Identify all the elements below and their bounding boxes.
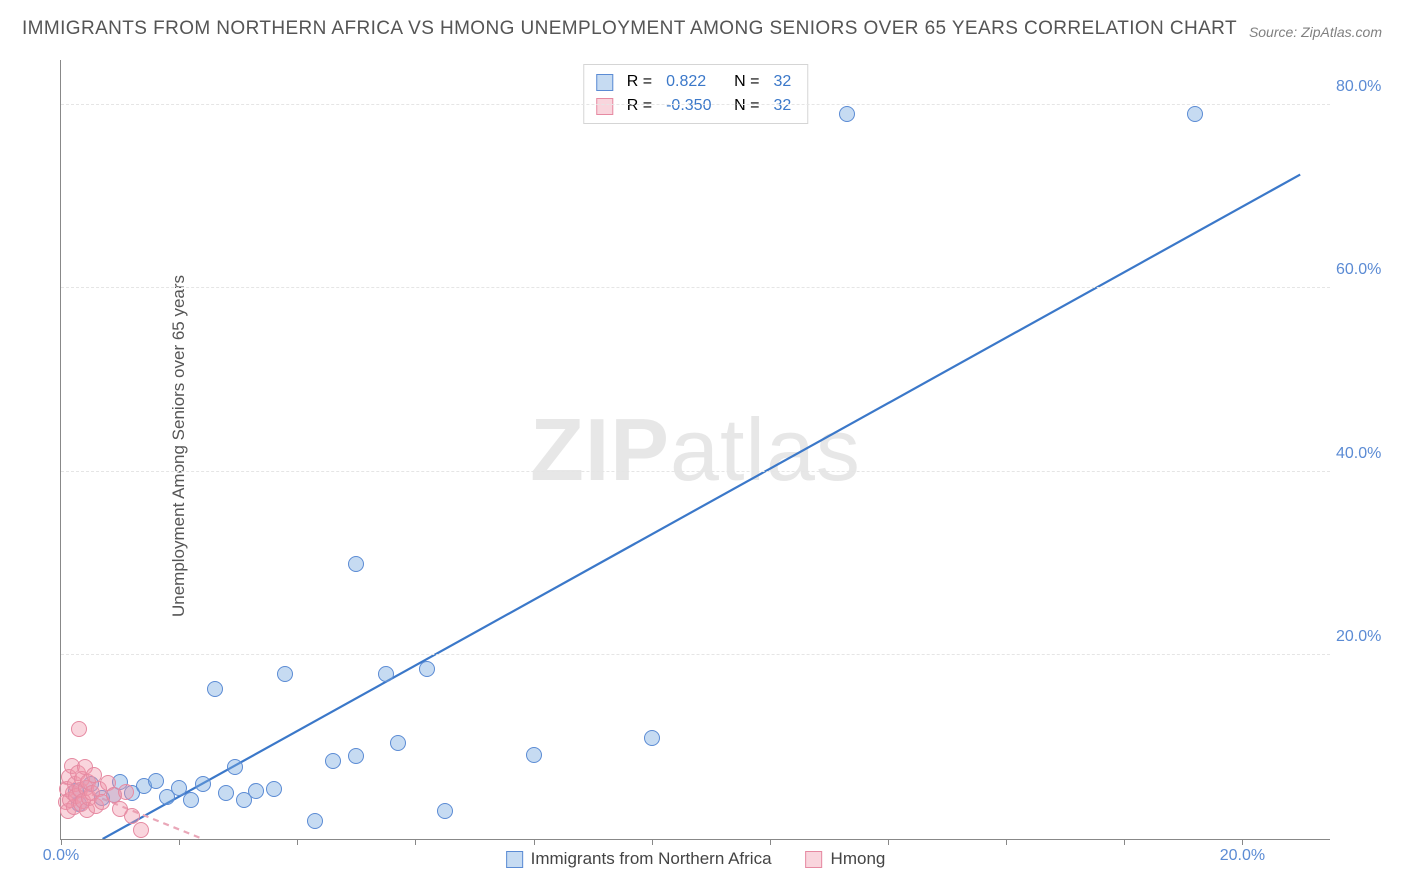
swatch-series2-icon <box>596 98 613 115</box>
swatch-series1-icon <box>596 74 613 91</box>
x-tick <box>1006 839 1007 845</box>
y-tick-label: 40.0% <box>1336 445 1392 463</box>
y-tick-label: 20.0% <box>1336 628 1392 646</box>
watermark: ZIPatlas <box>530 399 861 501</box>
source-label: Source: ZipAtlas.com <box>1249 24 1382 40</box>
watermark-rest: atlas <box>670 400 861 499</box>
data-point <box>118 784 134 800</box>
data-point <box>307 813 323 829</box>
x-tick <box>1124 839 1125 845</box>
x-tick <box>534 839 535 845</box>
gridline-h <box>61 654 1330 655</box>
r-label: R = <box>627 97 652 115</box>
legend-label-2: Hmong <box>831 849 886 869</box>
legend-label-1: Immigrants from Northern Africa <box>531 849 772 869</box>
data-point <box>71 721 87 737</box>
legend-item-1: Immigrants from Northern Africa <box>506 849 772 869</box>
data-point <box>437 803 453 819</box>
gridline-h <box>61 471 1330 472</box>
n-label: N = <box>734 97 759 115</box>
gridline-h <box>61 104 1330 105</box>
data-point <box>227 759 243 775</box>
x-tick <box>179 839 180 845</box>
watermark-bold: ZIP <box>530 400 670 499</box>
y-tick-label: 80.0% <box>1336 78 1392 96</box>
n-value-2: 32 <box>773 97 791 115</box>
data-point <box>248 783 264 799</box>
data-point <box>148 773 164 789</box>
x-tick <box>770 839 771 845</box>
r-label: R = <box>627 73 652 91</box>
trend-line <box>103 175 1301 839</box>
x-tick <box>61 839 62 845</box>
trend-lines-svg <box>61 60 1330 839</box>
data-point <box>195 776 211 792</box>
x-tick <box>415 839 416 845</box>
r-value-1: 0.822 <box>666 73 720 91</box>
r-value-2: -0.350 <box>666 97 720 115</box>
data-point <box>171 780 187 796</box>
chart-plot-area: ZIPatlas R = 0.822 N = 32 R = -0.350 N =… <box>60 60 1330 840</box>
series-legend: Immigrants from Northern Africa Hmong <box>506 849 886 869</box>
data-point <box>325 753 341 769</box>
swatch-series1-icon <box>506 851 523 868</box>
y-tick-label: 60.0% <box>1336 261 1392 279</box>
x-tick <box>1242 839 1243 845</box>
data-point <box>277 666 293 682</box>
correlation-legend: R = 0.822 N = 32 R = -0.350 N = 32 <box>583 64 808 124</box>
data-point <box>378 666 394 682</box>
x-tick-label: 0.0% <box>43 847 79 865</box>
legend-item-2: Hmong <box>806 849 886 869</box>
n-value-1: 32 <box>773 73 791 91</box>
n-label: N = <box>734 73 759 91</box>
data-point <box>1187 106 1203 122</box>
legend-row-2: R = -0.350 N = 32 <box>596 94 791 118</box>
data-point <box>266 781 282 797</box>
data-point <box>348 556 364 572</box>
x-tick-label: 20.0% <box>1220 847 1265 865</box>
data-point <box>526 747 542 763</box>
data-point <box>183 792 199 808</box>
chart-title: IMMIGRANTS FROM NORTHERN AFRICA VS HMONG… <box>22 18 1237 40</box>
swatch-series2-icon <box>806 851 823 868</box>
data-point <box>644 730 660 746</box>
data-point <box>133 822 149 838</box>
x-tick <box>652 839 653 845</box>
data-point <box>390 735 406 751</box>
data-point <box>839 106 855 122</box>
data-point <box>207 681 223 697</box>
data-point <box>419 661 435 677</box>
x-tick <box>888 839 889 845</box>
x-tick <box>297 839 298 845</box>
gridline-h <box>61 287 1330 288</box>
data-point <box>218 785 234 801</box>
data-point <box>348 748 364 764</box>
legend-row-1: R = 0.822 N = 32 <box>596 70 791 94</box>
